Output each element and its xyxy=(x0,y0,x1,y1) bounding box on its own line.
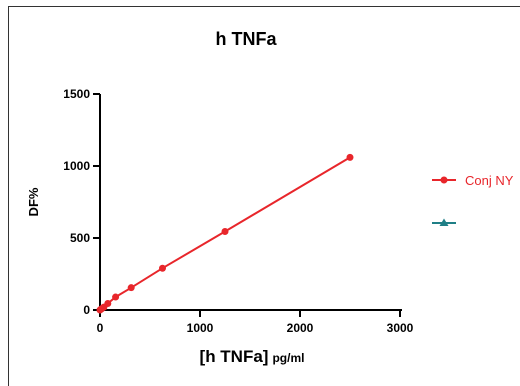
x-tick-label: 0 xyxy=(97,321,104,335)
y-axis-label: DF% xyxy=(26,187,41,216)
y-tick-label: 1500 xyxy=(63,87,90,101)
chart-frame xyxy=(8,6,520,386)
legend-item-2 xyxy=(432,218,456,226)
plot-area xyxy=(96,153,354,314)
y-tick-label: 1000 xyxy=(63,159,90,173)
x-axis-label-main: [h TNFa] xyxy=(200,347,269,366)
data-point xyxy=(127,284,135,292)
chart: h TNFa 0 1000 2000 3000 0 500 1000 1500 DF% [h … xyxy=(26,29,514,366)
legend-item-1: Conj NY xyxy=(432,173,514,188)
x-axis-label: [h TNFa] pg/ml xyxy=(200,347,305,366)
y-tick-label: 0 xyxy=(83,303,90,317)
axes xyxy=(99,94,402,311)
y-tick-label: 500 xyxy=(70,231,90,245)
x-tick-label: 1000 xyxy=(187,321,214,335)
legend-marker-1 xyxy=(440,176,448,184)
legend-marker-2 xyxy=(439,218,449,226)
x-tick-label: 3000 xyxy=(387,321,414,335)
data-point xyxy=(159,264,166,272)
data-point xyxy=(112,293,120,301)
data-point xyxy=(221,228,229,236)
x-tick-label: 2000 xyxy=(287,321,314,335)
data-point xyxy=(104,300,112,308)
chart-title: h TNFa xyxy=(216,29,278,49)
legend-label-1: Conj NY xyxy=(465,173,514,188)
data-point xyxy=(346,153,354,161)
legend: Conj NY xyxy=(432,173,514,226)
x-axis-label-unit: pg/ml xyxy=(272,351,304,365)
